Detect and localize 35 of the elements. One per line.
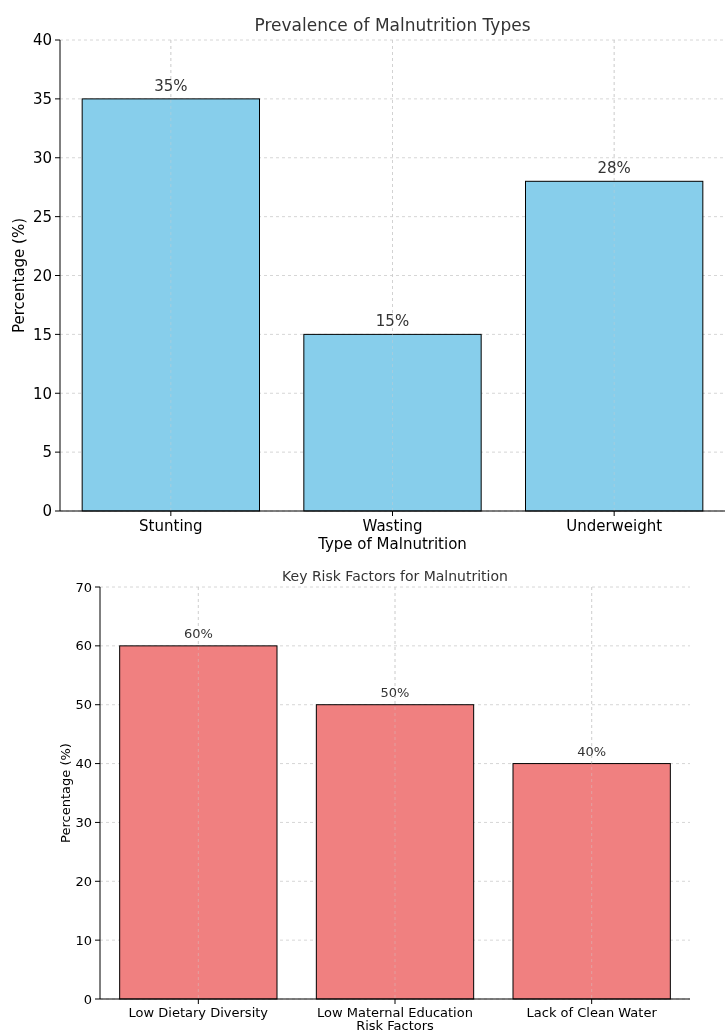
y-tick-label: 20	[32, 266, 52, 285]
x-tick-label: Underweight	[566, 517, 663, 535]
y-tick-label: 10	[32, 384, 52, 403]
y-tick-label: 35	[32, 90, 52, 109]
y-tick-label: 30	[75, 814, 92, 830]
y-axis-title: Percentage (%)	[10, 217, 28, 334]
y-tick-label: 0	[42, 502, 52, 521]
data-label: 15%	[375, 312, 410, 331]
y-tick-label: 20	[75, 873, 92, 889]
chart-title: Key Risk Factors for Malnutrition	[282, 568, 508, 584]
y-tick-label: 60	[75, 638, 92, 654]
chart-title: Prevalence of Malnutrition Types	[254, 15, 531, 35]
y-tick-label: 0	[83, 991, 92, 1007]
x-tick-label: Low Dietary Diversity	[128, 1005, 269, 1021]
y-tick-label: 10	[75, 932, 92, 948]
y-tick-label: 25	[32, 207, 52, 226]
x-tick-label: Wasting	[362, 517, 423, 535]
y-tick-label: 50	[75, 697, 92, 713]
y-tick-label: 30	[32, 149, 52, 167]
x-tick-label: Low Maternal Education	[317, 1005, 473, 1021]
data-label: 28%	[597, 159, 631, 178]
y-tick-label: 70	[75, 579, 92, 595]
y-axis-title: Percentage (%)	[58, 743, 73, 843]
data-label: 35%	[154, 76, 188, 95]
x-axis-title: Risk Factors	[356, 1018, 435, 1033]
data-label: 40%	[577, 743, 607, 759]
x-tick-label: Stunting	[139, 517, 203, 535]
data-label: 60%	[183, 625, 213, 641]
y-tick-label: 40	[75, 756, 92, 772]
x-tick-label: Lack of Clean Water	[526, 1005, 658, 1021]
y-tick-label: 40	[32, 31, 52, 50]
y-tick-label: 15	[32, 325, 52, 344]
data-label: 50%	[380, 684, 410, 700]
y-tick-label: 5	[42, 443, 52, 462]
x-axis-title: Type of Malnutrition	[317, 535, 467, 553]
